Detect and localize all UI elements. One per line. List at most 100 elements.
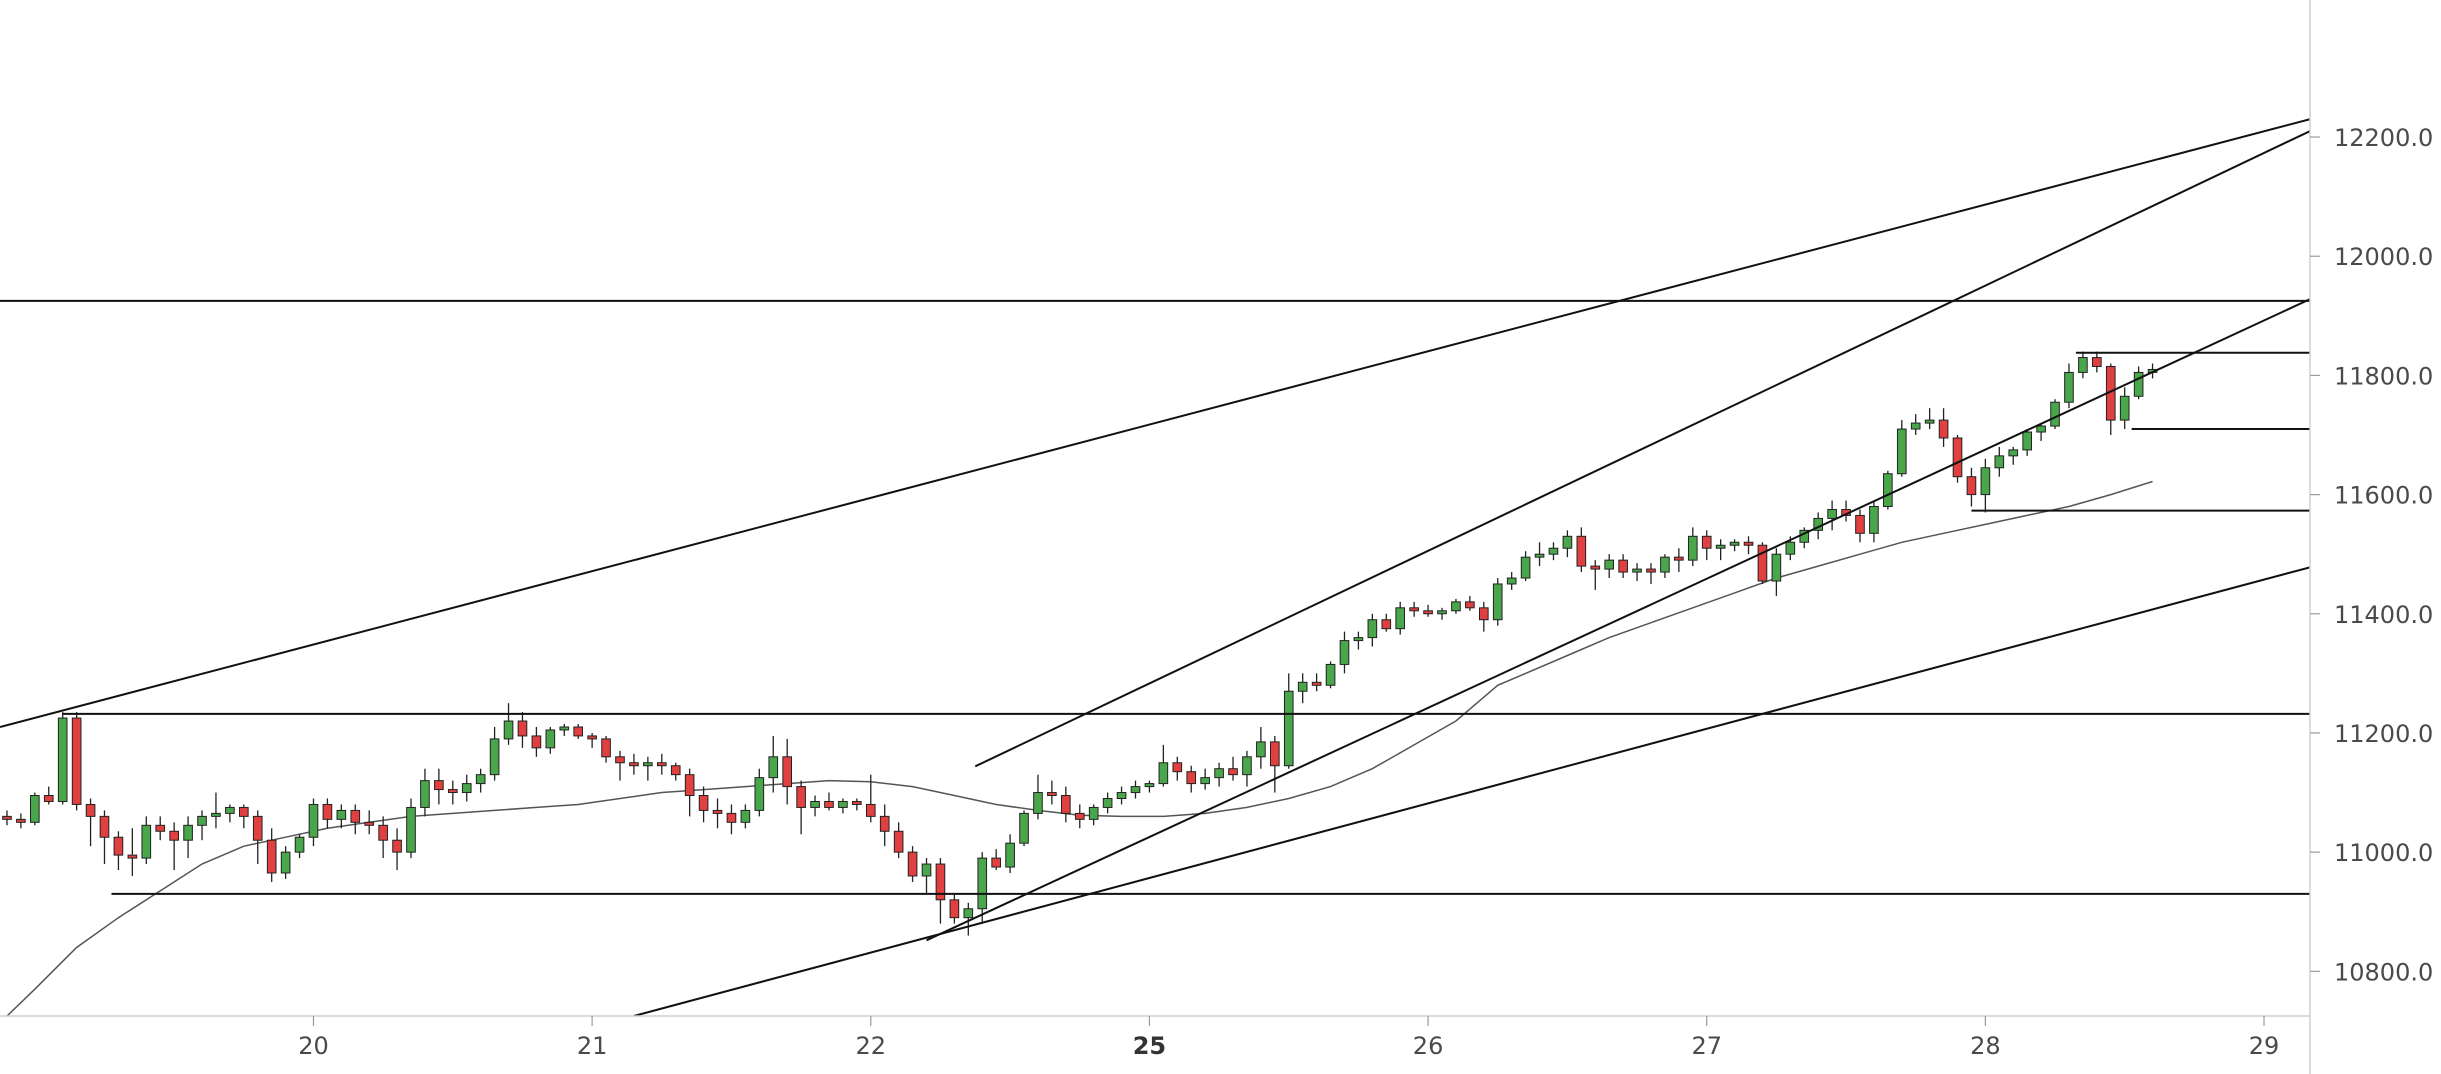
candle-body-up bbox=[1395, 607, 1406, 630]
candle bbox=[1061, 786, 1071, 823]
candle bbox=[406, 798, 416, 859]
candle bbox=[768, 735, 779, 793]
candle bbox=[71, 712, 82, 811]
candle bbox=[977, 852, 988, 924]
candle-body-down bbox=[16, 818, 26, 823]
time-tick-label: 26 bbox=[1413, 1032, 1444, 1060]
candle bbox=[155, 816, 166, 841]
candle bbox=[30, 792, 40, 826]
candle bbox=[1841, 500, 1851, 522]
candle bbox=[1311, 673, 1322, 692]
price-tick-label: 12200.0 bbox=[2334, 124, 2433, 152]
candle-body-up bbox=[1715, 544, 1726, 549]
candle-body-down bbox=[517, 720, 528, 737]
price-axis[interactable]: 10800.0 11000.0 11200.0 11400.0 11600.0 11800… bbox=[2309, 0, 2433, 1074]
candle-body-up bbox=[2064, 371, 2074, 403]
candle bbox=[1395, 601, 1406, 635]
candle-body-up bbox=[336, 809, 347, 820]
time-tick-label: 22 bbox=[856, 1032, 887, 1060]
candle bbox=[1896, 420, 1907, 477]
candle-body-up bbox=[1005, 842, 1015, 868]
candle bbox=[559, 724, 570, 736]
candle-body-up bbox=[1771, 553, 1782, 582]
candle-body-up bbox=[1088, 806, 1099, 820]
candle-body-up bbox=[1297, 681, 1308, 692]
candle bbox=[2078, 351, 2088, 379]
candle-body-down bbox=[447, 789, 458, 794]
candle bbox=[1451, 598, 1461, 614]
candle bbox=[1980, 458, 1991, 513]
candle-body-down bbox=[1966, 476, 1977, 496]
candle bbox=[1701, 530, 1712, 561]
candle bbox=[364, 810, 375, 835]
candle bbox=[308, 798, 319, 847]
time-axis[interactable]: 20 21 22 25 26 27 28 29 bbox=[0, 1015, 2310, 1060]
candle bbox=[197, 810, 207, 841]
candle-body-down bbox=[378, 824, 388, 841]
trend-line[interactable] bbox=[974, 130, 2310, 768]
candle-body-up bbox=[1437, 610, 1447, 615]
candle-body-down bbox=[726, 812, 737, 823]
candle-body-up bbox=[1548, 547, 1559, 555]
candle-body-up bbox=[1729, 541, 1740, 546]
candle-body-down bbox=[893, 830, 904, 853]
trend-line[interactable] bbox=[633, 566, 2310, 1016]
candle bbox=[1827, 500, 1837, 531]
candle-body-up bbox=[225, 806, 235, 814]
candle-body-down bbox=[1465, 601, 1475, 609]
candle bbox=[1047, 780, 1057, 805]
candle bbox=[1367, 613, 1378, 647]
trend-line[interactable] bbox=[926, 298, 2310, 942]
candle bbox=[266, 828, 277, 882]
candle-body-up bbox=[1130, 786, 1141, 794]
candle bbox=[1924, 408, 1935, 430]
candle-body-down bbox=[1646, 568, 1656, 573]
candle bbox=[503, 703, 514, 745]
candle bbox=[643, 756, 653, 781]
candle-body-up bbox=[1116, 792, 1127, 799]
candle bbox=[1200, 768, 1210, 790]
candle-body-down bbox=[1381, 619, 1392, 630]
candle-body-down bbox=[434, 780, 444, 791]
candle bbox=[1729, 539, 1740, 552]
candle bbox=[1757, 542, 1768, 584]
candle-body-up bbox=[1604, 559, 1615, 570]
candle-body-down bbox=[127, 854, 138, 859]
candle-body-up bbox=[643, 762, 653, 767]
candle-body-down bbox=[629, 762, 639, 767]
candle bbox=[1687, 527, 1698, 567]
candle bbox=[461, 774, 472, 802]
candle bbox=[796, 780, 806, 835]
candle bbox=[782, 738, 793, 805]
candle bbox=[1228, 756, 1238, 781]
price-tick-label: 12000.0 bbox=[2334, 243, 2433, 271]
trend-line[interactable] bbox=[0, 118, 2310, 728]
candle bbox=[712, 798, 723, 829]
candle bbox=[211, 792, 221, 829]
candle-body-down bbox=[1172, 762, 1183, 773]
candle bbox=[183, 816, 193, 859]
candle bbox=[1562, 530, 1573, 558]
candle-body-down bbox=[169, 830, 179, 841]
candle-body-up bbox=[420, 780, 430, 808]
candle-body-up bbox=[503, 720, 514, 740]
candle-body-up bbox=[1325, 663, 1336, 686]
candle-body-down bbox=[43, 795, 54, 802]
candle bbox=[294, 834, 305, 859]
candle bbox=[1646, 563, 1656, 584]
time-tick-label: 27 bbox=[1691, 1032, 1722, 1060]
candle-body-up bbox=[57, 717, 68, 802]
candle bbox=[434, 768, 444, 805]
candle bbox=[1297, 673, 1308, 704]
candle-body-up bbox=[1562, 535, 1573, 549]
candle bbox=[1994, 446, 2005, 477]
candle-body-down bbox=[656, 762, 667, 767]
candle-body-up bbox=[740, 809, 751, 823]
candle bbox=[754, 768, 765, 817]
candle bbox=[670, 762, 681, 781]
candle-body-up bbox=[1896, 428, 1907, 475]
candle-body-up bbox=[1910, 422, 1921, 430]
candle bbox=[420, 768, 430, 817]
